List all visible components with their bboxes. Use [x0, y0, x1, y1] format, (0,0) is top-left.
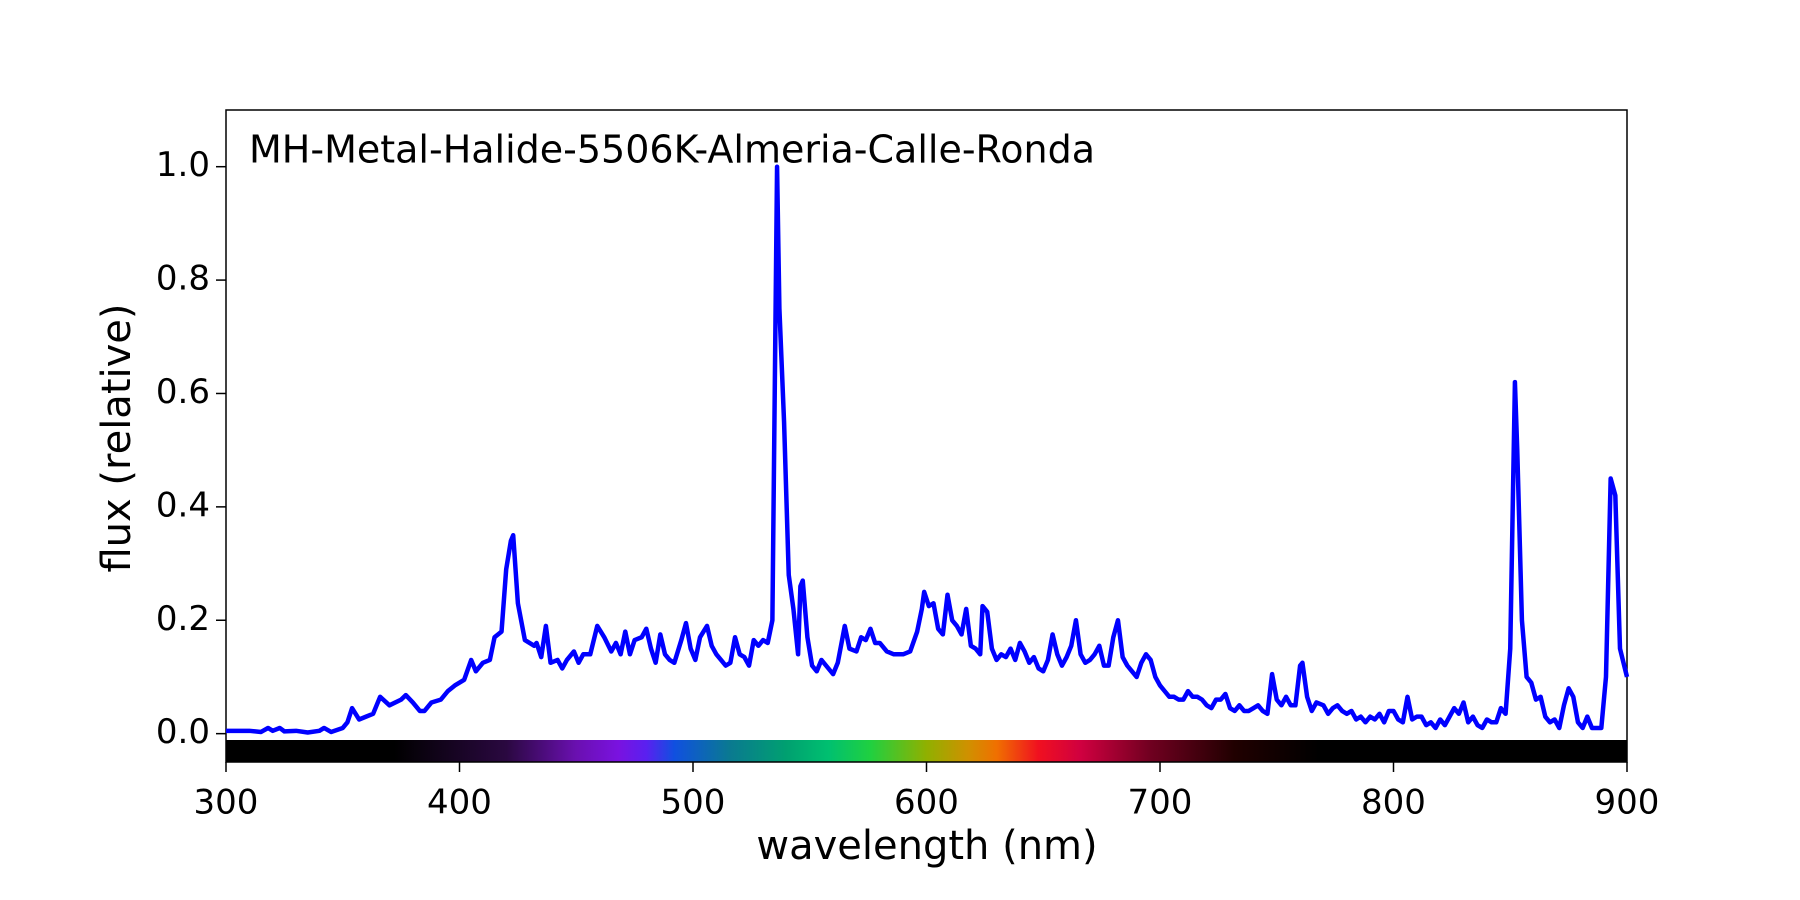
x-tick-label: 400: [427, 783, 492, 823]
y-tick-label: 0.2: [156, 599, 210, 639]
x-tick-label: 500: [661, 783, 726, 823]
y-tick-label: 0.6: [156, 372, 210, 412]
y-tick-label: 1.0: [156, 145, 210, 185]
y-tick-label: 0.0: [156, 712, 210, 752]
x-axis-label: wavelength (nm): [756, 823, 1097, 869]
spectrum-line: [226, 164, 1630, 735]
chart-title: MH-Metal-Halide-5506K-Almeria-Calle-Rond…: [249, 128, 1095, 172]
y-tick-label: 0.8: [156, 259, 210, 299]
plot-frame: [225, 109, 1628, 763]
y-axis-label: flux (relative): [94, 303, 140, 572]
y-tick-label: 0.4: [156, 485, 210, 525]
x-tick-label: 600: [894, 783, 959, 823]
spectrum-bar: [226, 740, 1627, 762]
x-tick-label: 700: [1128, 783, 1193, 823]
x-tick-label: 900: [1595, 783, 1660, 823]
x-tick-label: 800: [1361, 783, 1426, 823]
x-tick-label: 300: [194, 783, 259, 823]
